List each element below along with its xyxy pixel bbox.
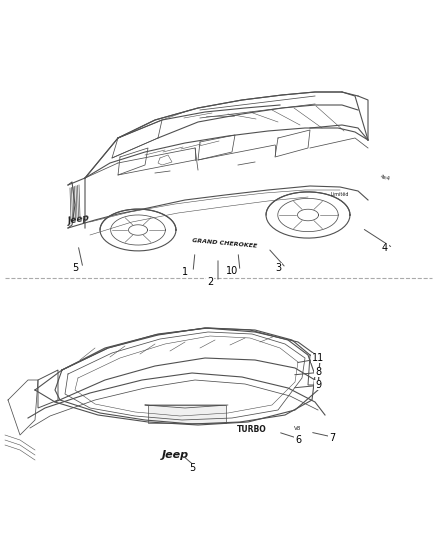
Text: 3: 3 xyxy=(275,263,281,273)
Text: 11: 11 xyxy=(312,353,324,363)
Text: TURBO: TURBO xyxy=(237,425,267,434)
Text: 5: 5 xyxy=(189,463,195,473)
Bar xyxy=(148,405,226,423)
Text: 6: 6 xyxy=(295,435,301,445)
Text: 9: 9 xyxy=(315,380,321,390)
Text: 1: 1 xyxy=(182,267,188,277)
Text: 7: 7 xyxy=(329,433,335,443)
Text: Jeep: Jeep xyxy=(67,214,91,227)
Text: V8: V8 xyxy=(294,425,302,431)
Text: GRAND CHEROKEE: GRAND CHEROKEE xyxy=(192,238,258,248)
Text: Limitēd: Limitēd xyxy=(331,192,349,198)
Text: 4: 4 xyxy=(382,243,388,253)
Text: 2: 2 xyxy=(207,277,213,287)
Text: Jeep: Jeep xyxy=(162,450,189,460)
Text: 4x4: 4x4 xyxy=(379,174,391,182)
Text: 5: 5 xyxy=(72,263,78,273)
Text: 10: 10 xyxy=(226,266,238,276)
Text: 8: 8 xyxy=(315,367,321,377)
